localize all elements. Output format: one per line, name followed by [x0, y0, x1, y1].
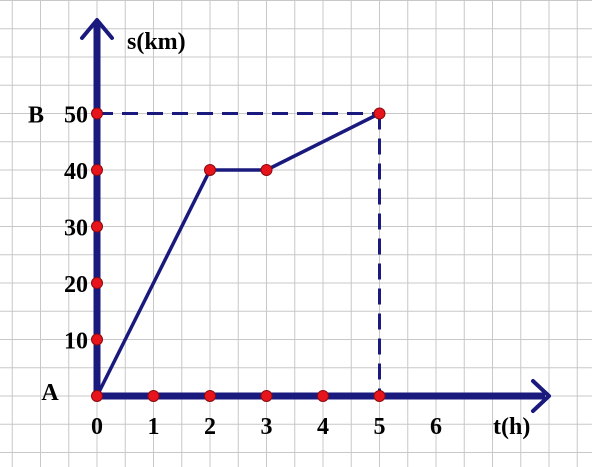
data-point-1-0: [147, 390, 160, 402]
data-point-5-50: [373, 107, 386, 120]
x-tick-label-2: 2: [204, 414, 216, 440]
y-axis-title: s(km): [127, 29, 186, 55]
x-axis-arrow: [531, 379, 551, 413]
series-group: [95, 111, 381, 397]
point-label-a: A: [41, 380, 59, 406]
data-point-3-40: [260, 164, 273, 176]
data-point-0-30: [91, 220, 103, 233]
x-tick-label-5: 5: [374, 414, 386, 440]
series-line-1: [95, 111, 381, 397]
data-point-5-0: [373, 390, 386, 402]
y-tick-label-40: 40: [64, 159, 88, 185]
y-tick-label-10: 10: [64, 329, 88, 355]
markers-group: [91, 107, 386, 402]
data-point-0-0: [91, 390, 103, 402]
x-tick-label-4: 4: [317, 414, 329, 440]
data-point-2-40: [204, 164, 216, 176]
data-point-3-0: [260, 390, 273, 402]
guide-lines: [97, 112, 381, 396]
x-tick-label-6: 6: [430, 414, 442, 440]
x-tick-label-1: 1: [148, 414, 160, 440]
y-tick-label-20: 20: [64, 272, 88, 298]
y-tick-label-30: 30: [64, 216, 88, 242]
x-axis-title: t(h): [493, 414, 530, 440]
y-axis-arrow: [80, 18, 114, 40]
data-point-0-40: [91, 164, 103, 176]
data-point-0-50: [91, 107, 103, 120]
x-tick-label-0: 0: [91, 414, 103, 440]
data-point-4-0: [317, 390, 329, 402]
data-point-0-10: [91, 333, 103, 346]
y-tick-label-50: 50: [64, 103, 88, 129]
axes: [80, 18, 551, 413]
point-label-b: B: [28, 103, 44, 129]
labels-group: s(km) t(h) 0 1 2 3 4 5 6 10 20 30 40 50 A B: [28, 29, 530, 440]
data-point-2-0: [204, 390, 216, 402]
data-point-0-20: [91, 277, 103, 289]
x-tick-label-3: 3: [261, 414, 273, 440]
